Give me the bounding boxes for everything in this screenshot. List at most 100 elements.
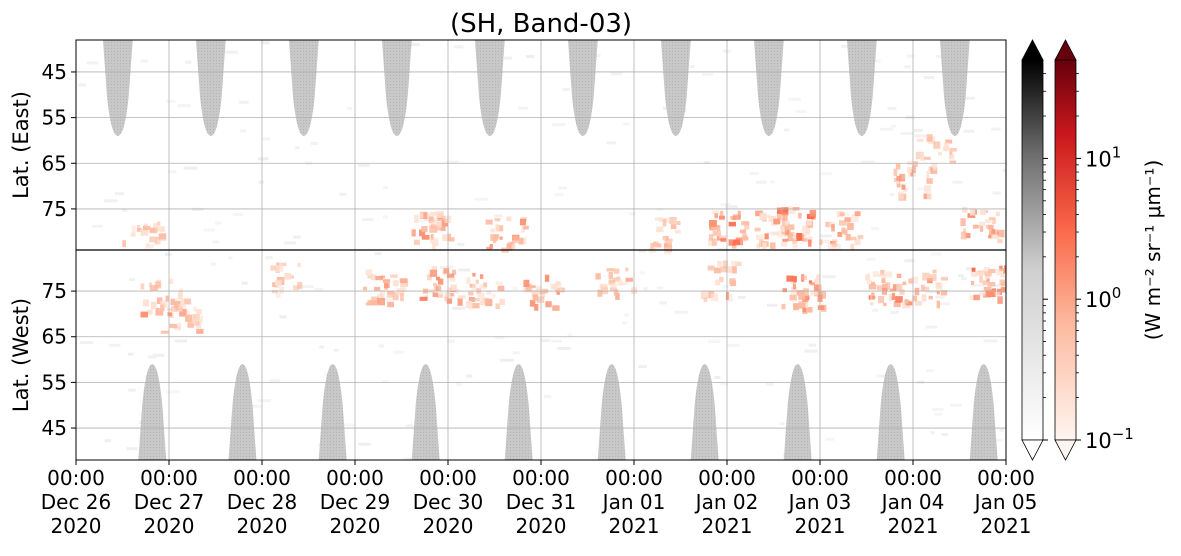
emission-cell xyxy=(414,214,419,223)
emission-cell xyxy=(450,293,455,297)
colorbar-tick-label: 10−1 xyxy=(1085,425,1134,453)
emission-cell xyxy=(851,214,859,222)
speckle-cell xyxy=(950,403,962,407)
x-tick-label: 00:00 Jan 02 2021 xyxy=(694,466,759,538)
speckle-cell xyxy=(452,306,466,310)
speckle-cell xyxy=(983,339,998,343)
emission-cell xyxy=(186,310,190,315)
speckle-cell xyxy=(991,127,1001,131)
emission-cell xyxy=(992,288,997,296)
daytime-region-west xyxy=(969,364,998,460)
emission-cell xyxy=(433,218,437,222)
emission-cell xyxy=(658,217,663,222)
emission-cell xyxy=(798,212,802,219)
emission-cell xyxy=(914,287,920,296)
speckle-cell xyxy=(562,88,570,92)
emission-cell xyxy=(894,177,899,182)
emission-cell xyxy=(964,233,971,239)
emission-cell xyxy=(160,304,165,312)
speckle-cell xyxy=(992,191,1001,195)
emission-cell xyxy=(933,141,941,149)
speckle-cell xyxy=(103,199,118,203)
speckle-cell xyxy=(319,345,324,349)
speckle-cell xyxy=(624,313,629,317)
speckle-cell xyxy=(820,234,832,238)
emission-cell xyxy=(506,243,513,251)
colorbar-red xyxy=(1054,39,1077,461)
emission-cell xyxy=(895,163,901,170)
emission-cell xyxy=(196,328,204,334)
emission-cell xyxy=(411,229,416,237)
speckle-cell xyxy=(409,43,420,46)
emission-cell xyxy=(790,287,798,294)
emission-cell xyxy=(149,285,158,291)
emission-cell xyxy=(497,285,505,292)
speckle-cell xyxy=(465,374,473,378)
emission-cell xyxy=(436,222,442,229)
emission-cell xyxy=(442,215,446,221)
emission-cell xyxy=(808,239,812,247)
y-tick-label-west: 45 xyxy=(42,416,67,440)
emission-cell xyxy=(486,290,492,295)
emission-cell xyxy=(140,229,149,236)
emission-cell xyxy=(806,220,812,226)
emission-cell xyxy=(732,214,741,220)
emission-cell xyxy=(169,278,174,284)
emission-cell xyxy=(983,286,992,291)
emission-cell xyxy=(962,207,968,213)
speckle-cell xyxy=(638,365,647,369)
emission-cell xyxy=(610,283,617,291)
emission-cell xyxy=(471,303,480,309)
speckle-cell xyxy=(820,172,832,176)
y-tick-label-west: 65 xyxy=(42,325,67,349)
emission-cell xyxy=(802,233,807,239)
emission-cell xyxy=(720,266,728,273)
speckle-cell xyxy=(474,197,488,201)
emission-cell xyxy=(805,227,811,235)
speckle-cell xyxy=(917,187,926,191)
y-tick-label-east: 65 xyxy=(42,151,67,175)
emission-cell xyxy=(615,292,620,300)
daytime-region-east xyxy=(753,40,784,136)
speckle-cell xyxy=(228,256,233,260)
x-ticks: 00:00 Dec 26 2020 00:00 Dec 27 2020 00:00 Dec 2… xyxy=(41,460,1037,538)
speckle-cell xyxy=(963,129,975,133)
emission-cell xyxy=(661,237,666,241)
emission-cell xyxy=(868,284,877,290)
emission-cell xyxy=(433,238,439,247)
emission-cell xyxy=(711,238,718,246)
speckle-cell xyxy=(257,157,269,161)
daytime-region-east xyxy=(102,40,133,136)
emission-cell xyxy=(284,273,292,280)
colorbar-gray xyxy=(1021,39,1044,461)
emission-cell xyxy=(708,238,716,247)
emission-cell xyxy=(148,282,152,287)
emission-cell xyxy=(413,239,420,245)
emission-cell xyxy=(756,243,761,249)
emission-cell xyxy=(796,233,802,241)
emission-cell xyxy=(482,297,489,305)
daytime-gray-regions xyxy=(102,40,998,460)
emission-cell xyxy=(912,161,918,167)
emission-cell xyxy=(773,218,781,225)
emission-cell xyxy=(902,281,907,286)
emission-cell xyxy=(595,273,601,280)
emission-cell xyxy=(154,281,161,289)
emission-cell xyxy=(512,235,519,244)
speckle-cell xyxy=(279,315,287,319)
emission-cell xyxy=(911,165,917,173)
speckle-cell xyxy=(393,350,405,354)
emission-cell xyxy=(881,277,886,284)
emission-cell xyxy=(825,221,832,228)
speckle-cell xyxy=(890,124,896,128)
speckle-cell xyxy=(897,183,905,187)
emission-cell xyxy=(485,219,493,225)
speckle-cell xyxy=(557,346,571,350)
emission-cell xyxy=(613,289,619,296)
speckle-cell xyxy=(512,351,520,355)
emission-cell xyxy=(136,225,141,231)
speckle-cell xyxy=(269,379,280,383)
emission-cell xyxy=(891,292,896,300)
emission-cell xyxy=(140,283,145,290)
emission-cell xyxy=(529,285,536,289)
